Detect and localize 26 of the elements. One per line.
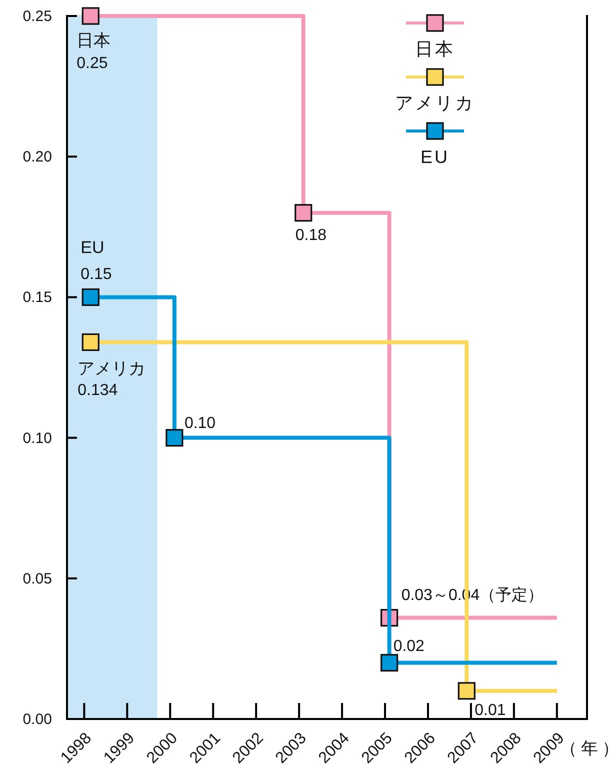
legend-label: アメリカ (395, 93, 475, 113)
text: EU (80, 238, 104, 258)
text: アメリカ (78, 359, 146, 378)
point (166, 429, 184, 447)
data-label: 0.25 (76, 55, 108, 72)
y-tick-label: 0.25 (22, 8, 52, 25)
point (82, 288, 100, 306)
data-label: 0.10 (184, 414, 216, 432)
point (82, 7, 100, 25)
y-tick-label: 0.20 (22, 148, 52, 166)
y-tick-label: 0.00 (22, 711, 52, 728)
point (380, 654, 398, 672)
point (294, 204, 312, 222)
point (82, 333, 100, 351)
data-label: 0.15 (80, 266, 112, 284)
point (458, 682, 476, 700)
data-label: 0.134 (78, 382, 118, 400)
text: 日本 (76, 31, 111, 50)
data-label: 0.18 (295, 226, 327, 244)
legend-label: 日本 (415, 39, 455, 59)
data-label: 0.01 (474, 702, 506, 719)
legend-label: EU (420, 147, 450, 167)
y-tick-label: 0.10 (22, 430, 52, 447)
y-tick-label: 0.05 (22, 570, 52, 588)
data-label: 0.02 (393, 638, 425, 655)
y-tick-label: 0.15 (22, 289, 52, 306)
